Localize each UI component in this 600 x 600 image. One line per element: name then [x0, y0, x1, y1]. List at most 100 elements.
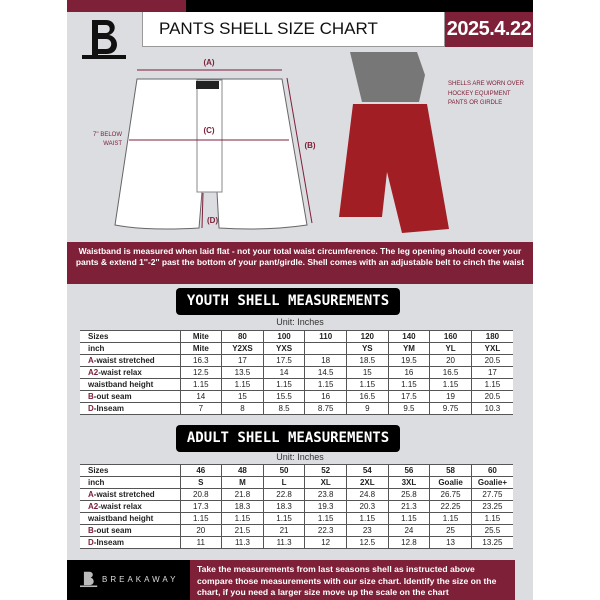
table-cell: 54 [346, 464, 389, 477]
table-cell: 20.5 [470, 354, 513, 367]
table-cell: 22.25 [429, 500, 472, 513]
table-cell: 17.5 [262, 354, 305, 367]
table-cell: 1.15 [221, 512, 264, 525]
table-cell: 21.8 [221, 488, 264, 501]
table-cell: 13.5 [221, 366, 264, 379]
table-cell: 12.5 [346, 536, 389, 549]
row-label-prefix: A [88, 490, 94, 499]
table-cell: 18.5 [346, 354, 389, 367]
row-label-prefix: A2 [88, 368, 99, 377]
label-b: (B) [304, 141, 315, 150]
label-c: (C) [203, 126, 214, 135]
table-cell: 46 [179, 464, 222, 477]
table-cell: 1.15 [262, 512, 305, 525]
row-label-text: -waist stretched [93, 490, 155, 499]
row-label: A-waist stretched [80, 488, 180, 501]
table-cell: Goalie [429, 476, 472, 489]
table-cell: 22.3 [304, 524, 347, 537]
table-cell [304, 342, 347, 355]
table-cell: 14 [262, 366, 305, 379]
table-row: Sizes Mite 80 100 110 120 140 160 180 [80, 330, 513, 343]
pants-diagram: (A) (C) (B) (D) [114, 52, 449, 233]
table-cell: 10.3 [470, 402, 513, 415]
table-cell: 12.8 [387, 536, 430, 549]
table-cell: 11 [179, 536, 222, 549]
table-cell: Y2XS [221, 342, 264, 355]
table-cell: 15.5 [262, 390, 305, 403]
label-d: (D) [207, 216, 218, 225]
row-label-text: waistband height [88, 514, 154, 523]
table-cell: 14 [179, 390, 222, 403]
row-label-text: -Inseam [93, 404, 125, 413]
row-label: Sizes [80, 464, 180, 477]
row-label-text: inch [88, 478, 105, 487]
table-cell: 15 [221, 390, 264, 403]
row-label-text: -waist relax [98, 502, 142, 511]
row-label-text: inch [88, 344, 105, 353]
table-cell: 20.5 [470, 390, 513, 403]
table-cell: 13 [429, 536, 472, 549]
table-cell: 25.5 [470, 524, 513, 537]
table-cell: 9.75 [429, 402, 472, 415]
label-a: (A) [203, 58, 214, 67]
table-cell: 180 [470, 330, 513, 343]
table-cell: 16 [387, 366, 430, 379]
table-cell: 27.75 [470, 488, 513, 501]
table-cell: 48 [221, 464, 264, 477]
brand-name: BREAKAWAY [102, 575, 179, 584]
table-cell: 11.3 [221, 536, 264, 549]
table-cell: 12 [304, 536, 347, 549]
table-cell: YS [346, 342, 389, 355]
row-label: A2-waist relax [80, 500, 180, 513]
row-label-prefix: A2 [88, 502, 99, 511]
page-title: PANTS SHELL SIZE CHART [142, 12, 445, 47]
table-cell: 160 [429, 330, 472, 343]
table-row: D-Inseam 11 11.3 11.3 12 12.5 12.8 13 13.25 [80, 536, 513, 549]
table-cell: 25.8 [387, 488, 430, 501]
table-row: B-out seam 20 21.5 21 22.3 23 24 25 25.5 [80, 524, 513, 537]
table-cell: 8 [221, 402, 264, 415]
table-cell: 14.5 [304, 366, 347, 379]
table-cell: 1.15 [346, 378, 389, 391]
table-cell: 110 [304, 330, 347, 343]
row-label: inch [80, 342, 180, 355]
table-cell: 24.8 [346, 488, 389, 501]
table-cell: 17.5 [387, 390, 430, 403]
shell-note: SHELLS ARE WORN OVER HOCKEY EQUIPMENT PA… [448, 81, 525, 106]
table-row: inch Mite Y2XS YXS YS YM YL YXL [80, 342, 513, 355]
table-cell: 8.5 [262, 402, 305, 415]
table-cell: 23 [346, 524, 389, 537]
row-label-prefix: D [88, 538, 94, 547]
table-row: A2-waist relax 12.5 13.5 14 14.5 15 16 16.5 17 [80, 366, 513, 379]
table-cell: 1.15 [429, 512, 472, 525]
table-cell: 18.3 [262, 500, 305, 513]
row-label: inch [80, 476, 180, 489]
table-cell: 1.15 [470, 378, 513, 391]
table-cell: 140 [387, 330, 430, 343]
table-row: A2-waist relax 17.3 18.3 18.3 19.3 20.3 21.3 22… [80, 500, 513, 513]
top-black-bar [186, 0, 533, 12]
footer-instructions: Take the measurements from last seasons … [190, 560, 515, 600]
row-label: A-waist stretched [80, 354, 180, 367]
table-cell: 17 [221, 354, 264, 367]
row-label-prefix: D [88, 404, 94, 413]
table-cell: 17.3 [179, 500, 222, 513]
table-cell: 1.15 [470, 512, 513, 525]
table-cell: 19.3 [304, 500, 347, 513]
table-cell: M [221, 476, 264, 489]
row-label: D-Inseam [80, 536, 180, 549]
table-cell: 15 [346, 366, 389, 379]
table-cell: 20.3 [346, 500, 389, 513]
table-cell: YXS [262, 342, 305, 355]
table-cell: 1.15 [429, 378, 472, 391]
table-cell: YL [429, 342, 472, 355]
table-cell: 25 [429, 524, 472, 537]
table-cell: 1.15 [304, 378, 347, 391]
row-label: waistband height [80, 512, 180, 525]
table-cell: 60 [470, 464, 513, 477]
table-cell: XL [304, 476, 347, 489]
footer-logo-icon [80, 571, 98, 588]
table-cell: 1.15 [179, 378, 222, 391]
table-cell: 1.15 [221, 378, 264, 391]
table-cell: 16 [304, 390, 347, 403]
